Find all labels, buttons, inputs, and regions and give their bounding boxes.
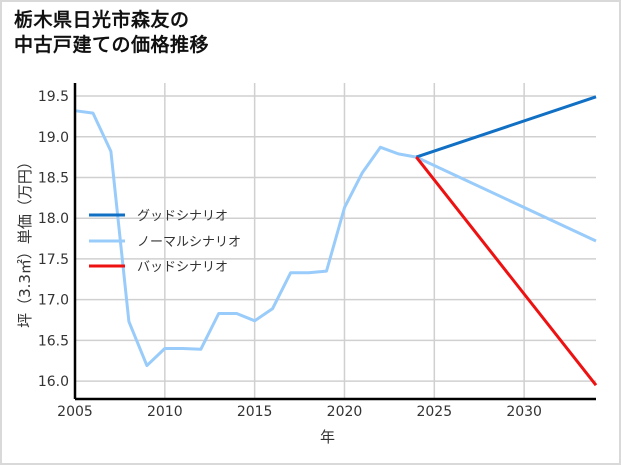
- legend-label: ノーマルシナリオ: [137, 235, 241, 250]
- series-line: [74, 109, 597, 368]
- y-tick-label: 18.5: [38, 170, 69, 186]
- y-tick-label: 17.0: [38, 293, 69, 309]
- legend-label: グッドシナリオ: [137, 209, 228, 224]
- y-axis-ticks: 16.0 16.5 17.0 17.5 18.0 18.5 19.0 19.5: [38, 89, 69, 390]
- data-series: [74, 95, 598, 387]
- chart-title-line-1: 栃木県日光市森友の: [14, 9, 190, 31]
- y-tick-label: 16.0: [38, 374, 69, 390]
- x-axis-label: 年: [320, 428, 335, 446]
- legend-item: ノーマルシナリオ: [89, 235, 241, 250]
- x-tick-label: 2010: [147, 404, 183, 420]
- x-tick-label: 2025: [416, 404, 452, 420]
- x-tick-label: 2005: [57, 404, 93, 420]
- legend-label: バッドシナリオ: [137, 260, 228, 275]
- x-tick-label: 2015: [237, 404, 273, 420]
- chart-title: 栃木県日光市森友の 中古戸建ての価格推移: [14, 8, 209, 58]
- chart-title-line-2: 中古戸建ての価格推移: [14, 34, 210, 56]
- legend-item: グッドシナリオ: [89, 209, 228, 224]
- y-axis-label: 坪（3.3㎡）単価（万円）: [16, 154, 34, 328]
- y-tick-label: 19.0: [38, 130, 69, 146]
- x-tick-label: 2030: [506, 404, 542, 420]
- y-tick-label: 19.5: [38, 89, 69, 105]
- y-tick-label: 18.0: [38, 211, 69, 227]
- y-tick-label: 17.5: [38, 252, 69, 268]
- legend-item: バッドシナリオ: [89, 260, 228, 275]
- x-axis-ticks: 2005 2010 2015 2020 2025 2030: [57, 404, 542, 420]
- y-tick-label: 16.5: [38, 333, 69, 349]
- x-tick-label: 2020: [327, 404, 363, 420]
- axes: [73, 83, 596, 401]
- series-line: [415, 156, 598, 387]
- series-line: [415, 95, 597, 159]
